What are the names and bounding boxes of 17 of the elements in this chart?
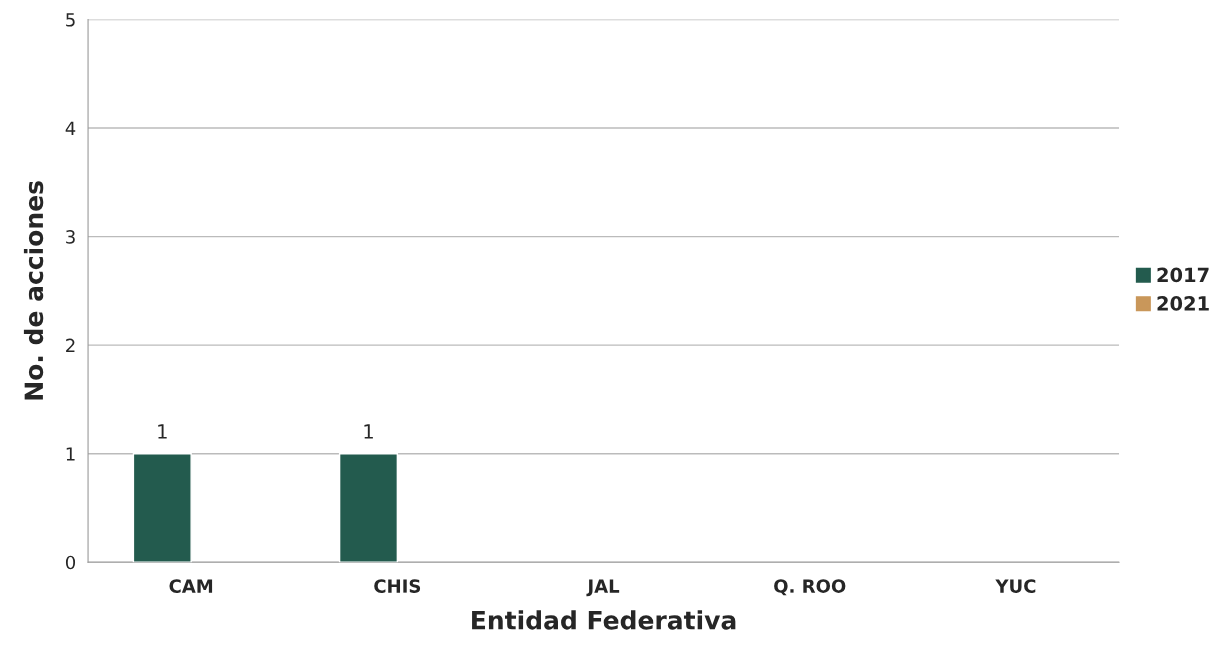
x-tick-label: CHIS [374, 579, 421, 593]
y-tick-label: 2 [66, 338, 75, 353]
y-tick-label: 4 [65, 121, 76, 135]
x-tick-label: CAM [169, 579, 213, 593]
x-tick-label: YUC [995, 579, 1036, 593]
data-label: 1 [364, 424, 373, 439]
y-tick-label: 0 [65, 555, 76, 570]
x-tick-label: Q. ROO [774, 579, 846, 596]
y-axis-title: No. de acciones [23, 181, 44, 400]
data-label: 1 [158, 424, 167, 439]
y-tick-label: 3 [66, 230, 75, 244]
x-tick-label: JAL [586, 579, 620, 597]
x-axis-title: Entidad Federativa [472, 610, 736, 630]
y-tick-label: 5 [66, 13, 75, 27]
y-tick-label: 1 [66, 447, 75, 461]
legend-label: 2021 [1157, 296, 1209, 311]
legend-label: 2017 [1157, 267, 1209, 283]
